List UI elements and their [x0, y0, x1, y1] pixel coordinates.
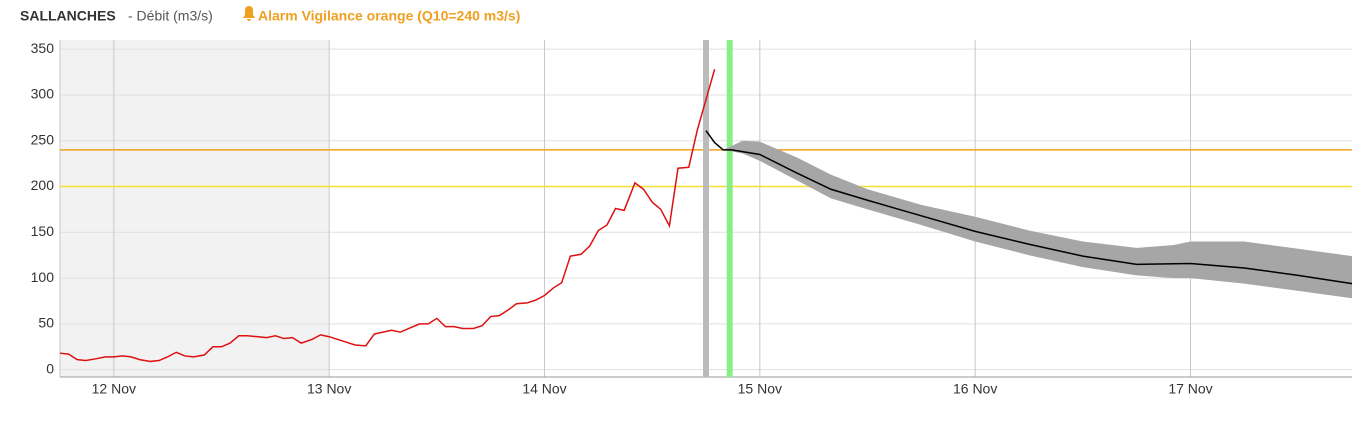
x-tick-label: 13 Nov [307, 381, 351, 397]
series-line [59, 69, 716, 363]
y-tick-label: 350 [31, 40, 55, 56]
y-tick-label: 50 [38, 315, 54, 331]
shaded-region [60, 40, 330, 377]
y-tick-label: 0 [46, 360, 54, 376]
x-tick-label: 14 Nov [522, 381, 566, 397]
chart-title: SALLANCHES [20, 8, 116, 24]
x-tick-label: 15 Nov [738, 381, 782, 397]
y-tick-label: 150 [31, 223, 55, 239]
y-tick-label: 250 [31, 131, 55, 147]
x-tick-label: 12 Nov [92, 381, 136, 397]
series-line [705, 130, 1353, 285]
y-tick-label: 100 [31, 269, 55, 285]
x-tick-label: 17 Nov [1168, 381, 1212, 397]
y-tick-label: 200 [31, 177, 55, 193]
x-tick-label: 16 Nov [953, 381, 997, 397]
alarm-text: Alarm Vigilance orange (Q10=240 m3/s) [258, 8, 520, 24]
y-tick-label: 300 [31, 86, 55, 102]
bell-icon [243, 6, 255, 21]
forecast-band [723, 140, 1352, 299]
chart-subtitle: - Débit (m3/s) [128, 8, 213, 24]
